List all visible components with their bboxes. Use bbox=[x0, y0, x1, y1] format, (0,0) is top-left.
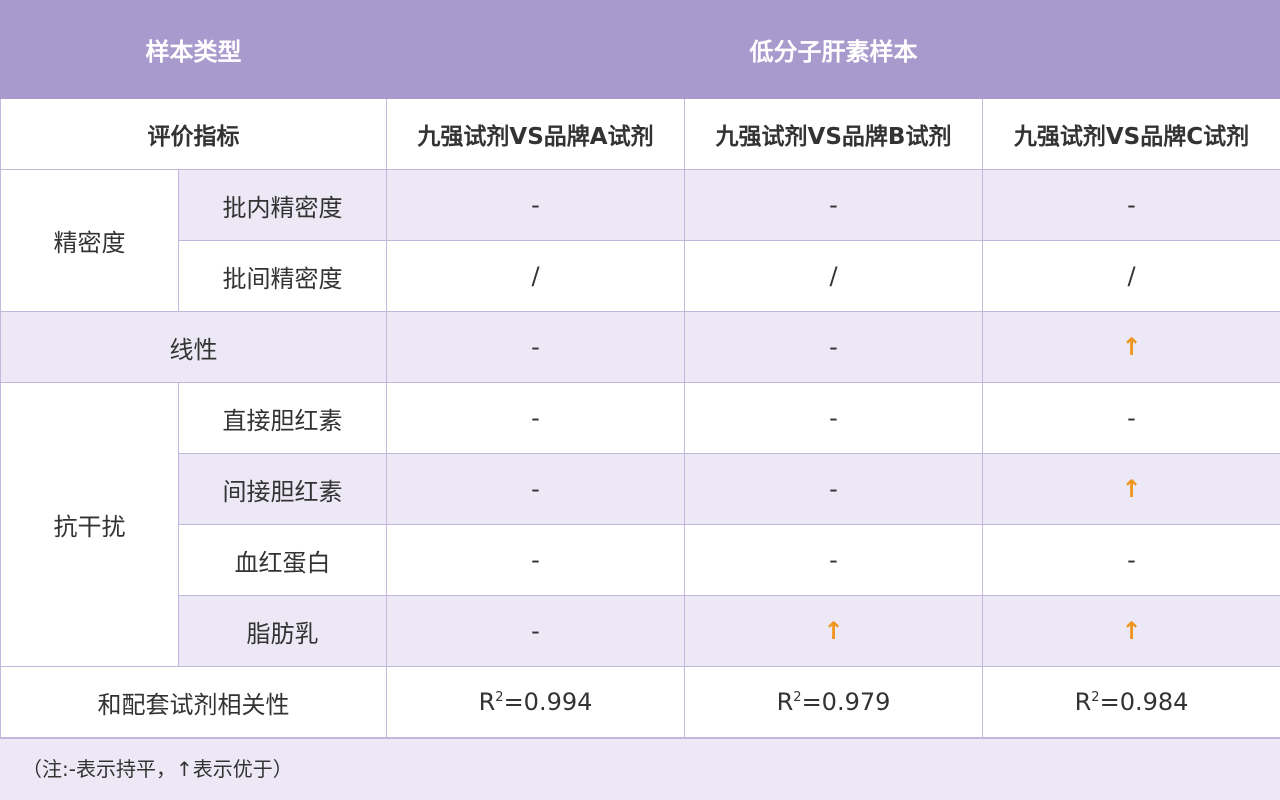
row-label: 批内精密度 bbox=[179, 170, 387, 241]
group-interference: 抗干扰 bbox=[1, 383, 179, 667]
footnote: （注:-表示持平，↑表示优于） bbox=[0, 738, 1280, 800]
cell: R2=0.994 bbox=[387, 667, 685, 738]
table-row: 精密度 批内精密度 - - - bbox=[1, 170, 1280, 241]
cell: - bbox=[387, 596, 685, 667]
table-row: 脂肪乳 - ↑ ↑ bbox=[1, 596, 1280, 667]
row-label: 直接胆红素 bbox=[179, 383, 387, 454]
cell: - bbox=[983, 383, 1280, 454]
column-header: 九强试剂VS品牌C试剂 bbox=[983, 99, 1280, 170]
row-label: 批间精密度 bbox=[179, 241, 387, 312]
column-header: 九强试剂VS品牌A试剂 bbox=[387, 99, 685, 170]
table-row: 血红蛋白 - - - bbox=[1, 525, 1280, 596]
r2-value: =0.984 bbox=[1100, 688, 1189, 716]
superscript: 2 bbox=[495, 690, 503, 705]
cell: - bbox=[387, 170, 685, 241]
r2-value: =0.979 bbox=[802, 688, 891, 716]
r-symbol: R bbox=[479, 688, 496, 716]
cell: - bbox=[685, 383, 983, 454]
group-precision: 精密度 bbox=[1, 170, 179, 312]
cell: ↑ bbox=[983, 596, 1280, 667]
cell: ↑ bbox=[983, 312, 1280, 383]
cell: - bbox=[387, 312, 685, 383]
cell: / bbox=[387, 241, 685, 312]
row-label: 线性 bbox=[1, 312, 387, 383]
cell: ↑ bbox=[685, 596, 983, 667]
cell: - bbox=[983, 525, 1280, 596]
cell: - bbox=[685, 312, 983, 383]
column-header: 九强试剂VS品牌B试剂 bbox=[685, 99, 983, 170]
table-row: 线性 - - ↑ bbox=[1, 312, 1280, 383]
superscript: 2 bbox=[793, 690, 801, 705]
cell: R2=0.979 bbox=[685, 667, 983, 738]
table-row: 批间精密度 / / / bbox=[1, 241, 1280, 312]
cell: - bbox=[387, 454, 685, 525]
row-label: 间接胆红素 bbox=[179, 454, 387, 525]
cell: - bbox=[387, 525, 685, 596]
r-symbol: R bbox=[1075, 688, 1092, 716]
cell: R2=0.984 bbox=[983, 667, 1280, 738]
superscript: 2 bbox=[1091, 690, 1099, 705]
header-row: 样本类型 低分子肝素样本 bbox=[1, 1, 1280, 99]
metric-label: 评价指标 bbox=[1, 99, 387, 170]
table-row: 抗干扰 直接胆红素 - - - bbox=[1, 383, 1280, 454]
row-label: 血红蛋白 bbox=[179, 525, 387, 596]
table-row: 间接胆红素 - - ↑ bbox=[1, 454, 1280, 525]
cell: - bbox=[685, 170, 983, 241]
cell: - bbox=[983, 170, 1280, 241]
comparison-table: 样本类型 低分子肝素样本 评价指标 九强试剂VS品牌A试剂 九强试剂VS品牌B试… bbox=[0, 0, 1280, 738]
cell: - bbox=[685, 454, 983, 525]
cell: - bbox=[685, 525, 983, 596]
row-label: 和配套试剂相关性 bbox=[1, 667, 387, 738]
cell: - bbox=[387, 383, 685, 454]
cell: / bbox=[685, 241, 983, 312]
r2-value: =0.994 bbox=[504, 688, 593, 716]
correlation-row: 和配套试剂相关性 R2=0.994 R2=0.979 R2=0.984 bbox=[1, 667, 1280, 738]
subheader-row: 评价指标 九强试剂VS品牌A试剂 九强试剂VS品牌B试剂 九强试剂VS品牌C试剂 bbox=[1, 99, 1280, 170]
r-symbol: R bbox=[777, 688, 794, 716]
sample-type-label: 样本类型 bbox=[1, 1, 387, 99]
row-label: 脂肪乳 bbox=[179, 596, 387, 667]
sample-type-value: 低分子肝素样本 bbox=[387, 1, 1280, 99]
cell: ↑ bbox=[983, 454, 1280, 525]
cell: / bbox=[983, 241, 1280, 312]
